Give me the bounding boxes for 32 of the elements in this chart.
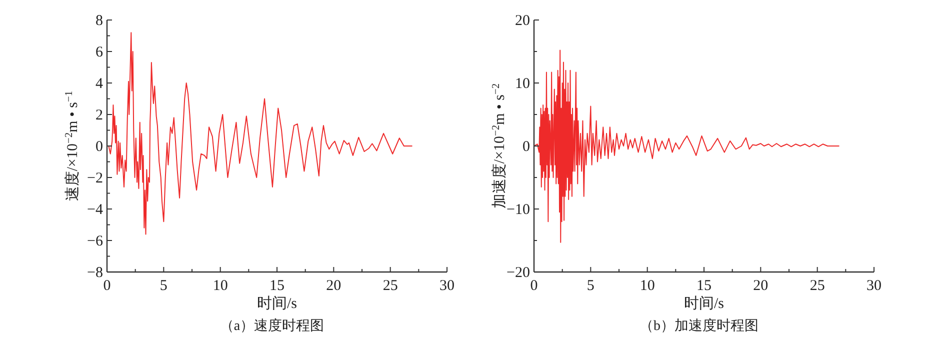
- y-tick-label: 0: [96, 139, 103, 155]
- y-tick-label: 6: [96, 44, 104, 60]
- y-tick-label: −8: [87, 265, 103, 281]
- y-tick-label: −2: [87, 170, 103, 186]
- text: （a）速度时程图: [220, 318, 324, 334]
- x-tick-label: 15: [270, 278, 284, 294]
- y-tick-label: 20: [515, 13, 530, 29]
- x-tick-label: 15: [696, 278, 712, 294]
- x-axis-title: 时间/s: [684, 295, 724, 312]
- x-tick-label: 25: [810, 278, 825, 294]
- y-tick-label: 0: [522, 139, 530, 155]
- y-tick-label: 8: [96, 13, 103, 29]
- y-tick-label: 2: [96, 108, 103, 124]
- text: （b）加速度时程图: [640, 318, 758, 334]
- line-series: [534, 50, 840, 243]
- y-tick-label: 4: [96, 76, 104, 92]
- x-tick-label: 10: [640, 278, 655, 294]
- x-tick-label: 20: [753, 278, 768, 294]
- y-tick-label: −10: [506, 202, 530, 218]
- y-tick-label: −20: [506, 265, 530, 281]
- y-tick-label: 10: [515, 76, 530, 92]
- y-tick-label: −6: [87, 234, 104, 250]
- y-tick-label: −4: [87, 202, 104, 218]
- x-tick-label: 30: [866, 278, 882, 294]
- x-tick-label: 10: [212, 278, 228, 294]
- line-series: [106, 32, 412, 235]
- x-tick-label: 5: [160, 278, 168, 294]
- x-axis-title: 时间/s: [256, 295, 298, 312]
- x-tick-label: 5: [586, 278, 594, 294]
- x-tick-label: 20: [326, 278, 342, 294]
- x-tick-label: 25: [382, 278, 398, 294]
- x-tick-label: 30: [440, 278, 454, 294]
